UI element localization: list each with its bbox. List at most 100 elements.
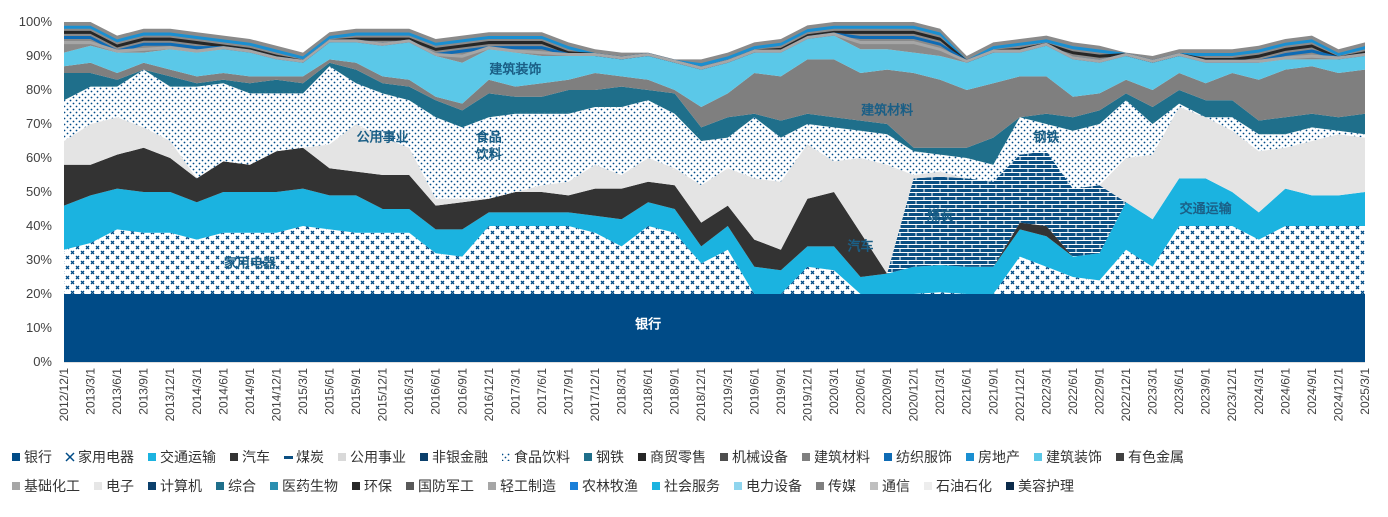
legend-marker	[216, 482, 224, 490]
x-axis: 2012/12/1 2013/3/1 2013/6/1 2013/9/1 2013/12…	[57, 368, 1372, 422]
x-tick-label: 2024/12/1	[1331, 368, 1345, 422]
legend-label: 食品饮料	[514, 449, 570, 465]
x-tick-label: 2022/6/1	[1066, 368, 1080, 415]
x-tick-label: 2024/3/1	[1252, 368, 1266, 415]
y-tick-label: 60%	[26, 150, 52, 165]
x-tick-label: 2015/9/1	[349, 368, 363, 415]
y-tick-label: 90%	[26, 48, 52, 63]
y-tick-label: 40%	[26, 218, 52, 233]
x-tick-label: 2016/6/1	[429, 368, 443, 415]
legend-item: 建筑材料	[802, 449, 870, 465]
x-tick-label: 2019/12/1	[800, 368, 814, 422]
legend-item: 机械设备	[720, 449, 788, 465]
y-tick-label: 20%	[26, 286, 52, 301]
area-jianzhuang	[64, 35, 1365, 107]
area-shipin	[64, 66, 1365, 199]
legend-marker	[816, 482, 824, 490]
legend-label: 美容护理	[1018, 478, 1074, 494]
y-tick-label: 10%	[26, 320, 52, 335]
x-tick-label: 2013/6/1	[110, 368, 124, 415]
legend-item: 建筑装饰	[1034, 449, 1102, 465]
x-tick-label: 2025/3/1	[1358, 368, 1372, 415]
legend-label: 电子	[106, 478, 134, 494]
legend-item: 有色金属	[1116, 449, 1184, 465]
x-tick-label: 2019/6/1	[747, 368, 761, 415]
legend: 银行 家用电器 交通运输 汽车 煤炭 公用事业 非银金融 食品饮料 钢铁 商贸零售 机械设备 建筑材料…	[12, 449, 1184, 494]
legend-marker	[884, 453, 892, 461]
legend-item: 基础化工	[12, 478, 80, 494]
series-label: 建筑装饰	[489, 62, 541, 77]
series-label: 食品	[476, 130, 502, 145]
legend-label: 基础化工	[24, 478, 80, 494]
legend-item: 计算机	[148, 478, 202, 494]
legend-label: 家用电器	[78, 449, 134, 465]
legend-item: 电子	[94, 478, 134, 494]
legend-marker	[720, 453, 728, 461]
legend-label: 煤炭	[296, 449, 324, 465]
legend-item: 非银金融	[420, 449, 488, 465]
legend-label: 公用事业	[350, 449, 406, 465]
x-tick-label: 2018/12/1	[694, 368, 708, 422]
area-gangtie	[64, 62, 1365, 165]
x-tick-label: 2017/9/1	[561, 368, 575, 415]
x-tick-label: 2023/12/1	[1225, 368, 1239, 422]
legend-marker	[502, 453, 510, 461]
legend-label: 农林牧渔	[582, 478, 638, 494]
legend-label: 社会服务	[664, 478, 720, 494]
legend-item: 公用事业	[338, 449, 406, 465]
legend-marker	[94, 482, 102, 490]
x-tick-label: 2020/3/1	[827, 368, 841, 415]
legend-marker	[284, 456, 293, 459]
series-label: 家用电器	[224, 255, 277, 270]
legend-marker	[570, 482, 578, 490]
legend-item: 轻工制造	[488, 478, 556, 494]
legend-marker	[352, 482, 360, 490]
legend-label: 综合	[228, 478, 256, 494]
legend-marker	[420, 453, 428, 461]
x-tick-label: 2014/12/1	[269, 368, 283, 422]
area-gongyong	[64, 107, 1365, 274]
x-tick-label: 2014/3/1	[190, 368, 204, 415]
legend-item: 石油石化	[924, 478, 992, 494]
legend-marker	[12, 453, 20, 461]
legend-marker	[924, 482, 932, 490]
x-tick-label: 2024/9/1	[1305, 368, 1319, 415]
legend-item: 交通运输	[148, 449, 216, 465]
area-0	[64, 294, 1365, 362]
y-tick-label: 80%	[26, 82, 52, 97]
legend-label: 机械设备	[732, 449, 788, 465]
legend-item: 房地产	[966, 449, 1020, 465]
legend-item: 农林牧渔	[570, 478, 638, 494]
y-tick-label: 50%	[26, 184, 52, 199]
x-tick-label: 2015/12/1	[376, 368, 390, 422]
x-tick-label: 2024/6/1	[1278, 368, 1292, 415]
x-tick-label: 2021/9/1	[986, 368, 1000, 415]
legend-label: 汽车	[242, 449, 270, 465]
x-tick-label: 2013/12/1	[163, 368, 177, 422]
series-label: 煤炭	[927, 208, 953, 223]
x-tick-label: 2023/9/1	[1199, 368, 1213, 415]
legend-label: 通信	[882, 478, 910, 494]
legend-item: 美容护理	[1006, 478, 1074, 494]
x-tick-label: 2020/12/1	[907, 368, 921, 422]
x-tick-label: 2017/6/1	[535, 368, 549, 415]
legend-label: 传媒	[828, 478, 856, 494]
legend-item: 通信	[870, 478, 910, 494]
x-tick-label: 2016/9/1	[455, 368, 469, 415]
x-tick-label: 2019/9/1	[774, 368, 788, 415]
series-labels: 银行 家用电器 汽车 煤炭 交通运输 公用事业 食品饮料 钢铁 建筑材料 建筑装饰	[224, 62, 1233, 332]
legend-label: 非银金融	[432, 449, 488, 465]
x-tick-label: 2014/6/1	[216, 368, 230, 415]
legend-label: 银行	[24, 449, 52, 465]
legend-marker	[1034, 453, 1042, 461]
legend-item: 煤炭	[284, 449, 324, 465]
legend-marker	[12, 482, 20, 490]
x-tick-label: 2021/12/1	[1013, 368, 1027, 422]
legend-label: 轻工制造	[500, 478, 556, 494]
legend-marker	[1116, 453, 1124, 461]
legend-item: 汽车	[230, 449, 270, 465]
legend-marker	[148, 482, 156, 490]
legend-label: 国防军工	[418, 478, 474, 494]
x-tick-label: 2020/9/1	[880, 368, 894, 415]
legend-item: 钢铁	[584, 449, 624, 465]
